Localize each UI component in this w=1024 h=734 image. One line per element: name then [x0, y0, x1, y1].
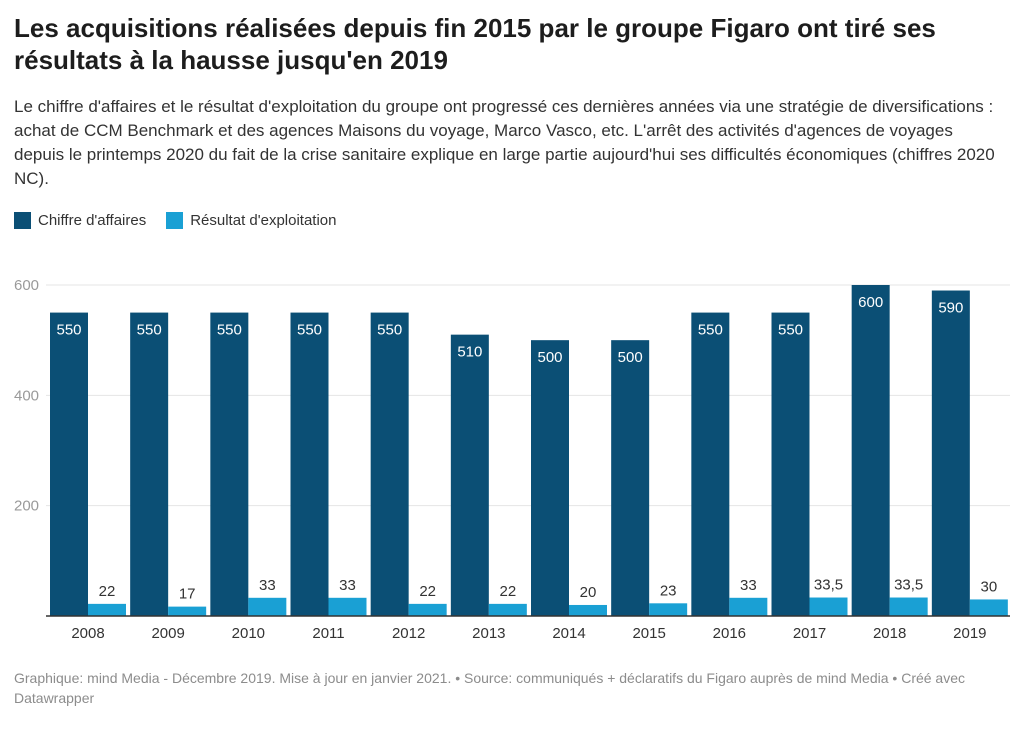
bar-revenue-label: 550: [137, 322, 162, 339]
bar-revenue-label: 550: [217, 322, 242, 339]
bar-operating-label: 20: [580, 584, 597, 601]
bar-operating: [569, 604, 607, 616]
x-tick-label: 2009: [151, 625, 184, 642]
bar-operating-label: 33,5: [814, 577, 843, 594]
x-tick-label: 2012: [392, 625, 425, 642]
bar-revenue-label: 550: [56, 322, 81, 339]
legend-item-revenue: Chiffre d'affaires: [14, 212, 146, 229]
bar-operating-label: 22: [99, 583, 116, 600]
bar-operating: [889, 597, 928, 616]
x-tick-label: 2010: [232, 625, 265, 642]
bar-revenue: [450, 334, 489, 616]
bar-operating: [649, 603, 688, 616]
bar-operating: [168, 606, 207, 616]
bar-revenue: [370, 312, 409, 616]
bar-revenue: [50, 312, 88, 616]
bar-operating-label: 33,5: [894, 577, 923, 594]
bar-revenue: [931, 290, 970, 616]
bar-revenue-label: 500: [618, 349, 643, 366]
x-tick-label: 2008: [71, 625, 104, 642]
legend-swatch-operating: [166, 212, 184, 229]
legend-label-revenue: Chiffre d'affaires: [38, 212, 147, 229]
bar-revenue: [771, 312, 810, 616]
bar-revenue-label: 600: [858, 294, 883, 311]
bar-revenue-label: 550: [698, 322, 723, 339]
bar-operating: [809, 597, 848, 616]
bar-operating: [328, 597, 367, 616]
bar-revenue-label: 550: [297, 322, 322, 339]
bar-revenue-label: 550: [377, 322, 402, 339]
bar-revenue: [691, 312, 730, 616]
bar-operating-label: 33: [339, 577, 356, 594]
y-tick-label: 400: [14, 387, 39, 404]
chart-subtitle: Le chiffre d'affaires et le résultat d'e…: [14, 97, 995, 188]
bar-operating-label: 33: [259, 577, 276, 594]
bar-operating-label: 22: [419, 583, 436, 600]
bar-operating: [248, 597, 287, 616]
bar-revenue-label: 510: [457, 344, 482, 361]
bar-revenue: [851, 285, 890, 616]
bar-operating: [488, 603, 527, 616]
bar-operating-label: 23: [660, 582, 677, 599]
x-tick-label: 2018: [873, 625, 906, 642]
chart-title: Les acquisitions réalisées depuis fin 20…: [14, 13, 936, 75]
bar-revenue-label: 500: [537, 349, 562, 366]
x-tick-label: 2016: [713, 625, 746, 642]
legend-item-operating: Résultat d'exploitation: [166, 212, 337, 229]
bar-operating: [969, 599, 1008, 616]
y-tick-label: 600: [14, 277, 39, 294]
bar-operating: [729, 597, 768, 616]
bar-operating-label: 17: [179, 586, 196, 603]
bar-operating-label: 22: [499, 583, 516, 600]
x-tick-label: 2014: [552, 625, 585, 642]
legend: Chiffre d'affaires Résultat d'exploitati…: [14, 212, 337, 229]
bar-operating: [408, 603, 447, 616]
bar-revenue: [611, 340, 650, 616]
x-tick-label: 2017: [793, 625, 826, 642]
legend-label-operating: Résultat d'exploitation: [190, 212, 337, 229]
chart-footer: Graphique: mind Media - Décembre 2019. M…: [14, 670, 966, 706]
bar-revenue-label: 590: [938, 300, 963, 317]
x-tick-label: 2015: [632, 625, 665, 642]
bar-revenue: [290, 312, 329, 616]
bar-operating-label: 33: [740, 577, 757, 594]
bar-operating-label: 30: [980, 578, 997, 595]
legend-swatch-revenue: [14, 212, 31, 229]
bar-operating: [88, 603, 126, 616]
bar-revenue-label: 550: [778, 322, 803, 339]
bar-revenue: [531, 340, 569, 616]
x-tick-label: 2013: [472, 625, 505, 642]
x-tick-label: 2011: [312, 625, 344, 642]
x-tick-label: 2019: [953, 625, 986, 642]
y-tick-label: 200: [14, 498, 39, 515]
bar-chart: 200 400 600 550 22 2008 550 17 2009 550 33 2010 550 3…: [14, 277, 1010, 642]
bar-revenue: [130, 312, 169, 616]
bar-revenue: [210, 312, 249, 616]
